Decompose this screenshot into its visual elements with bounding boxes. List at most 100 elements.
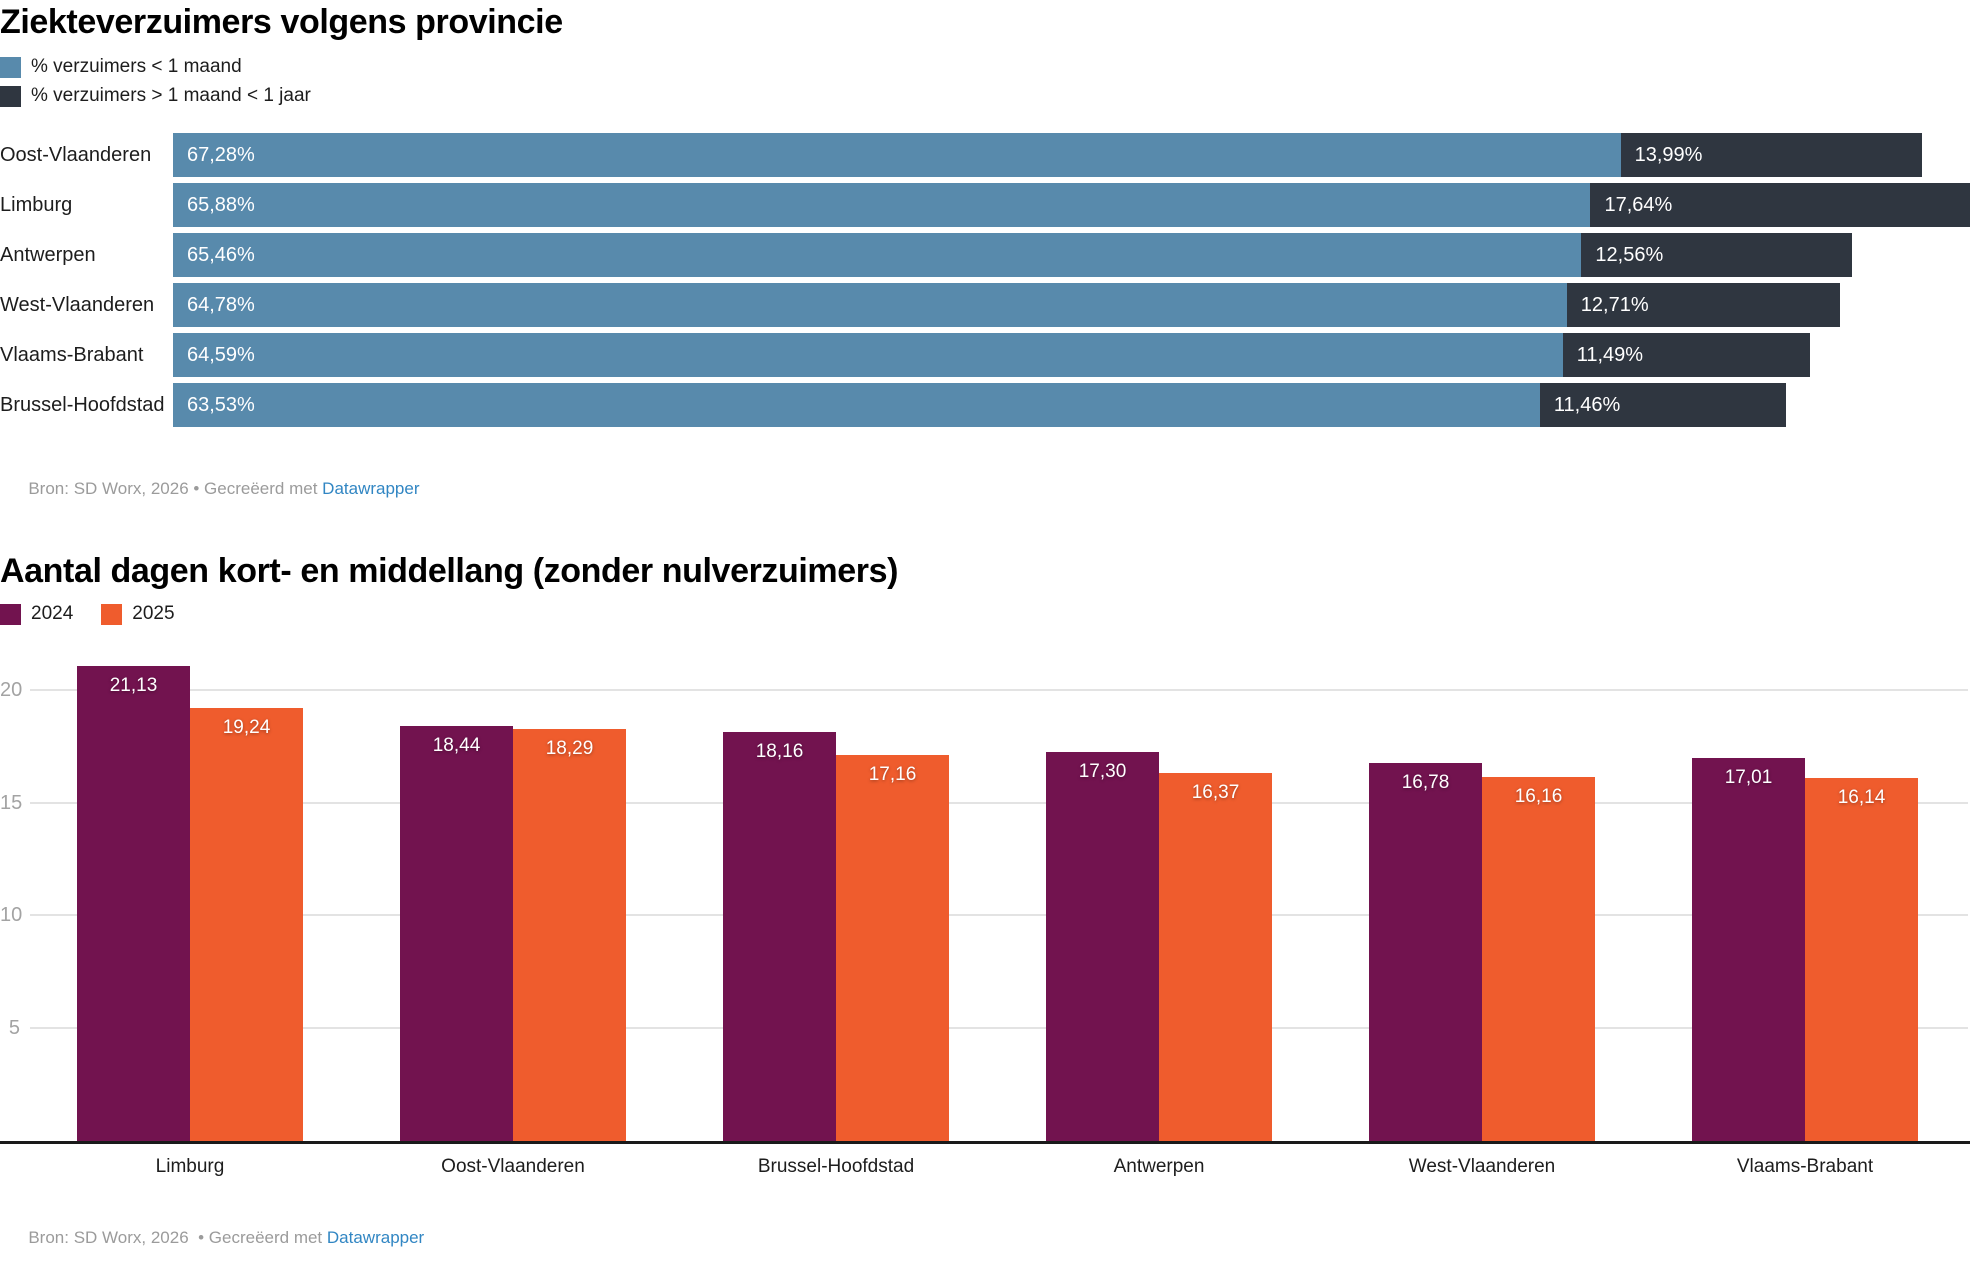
bar-2024: 18,44 bbox=[400, 726, 513, 1141]
value-label: 65,88% bbox=[187, 193, 255, 216]
bar-2025: 17,16 bbox=[836, 754, 949, 1141]
bar-segment-long-absence: 11,46% bbox=[1539, 383, 1787, 427]
chart1-plot: Oost-Vlaanderen 67,28% 13,99% Limburg 65,88%… bbox=[0, 133, 1970, 427]
legend-item-verzuimers-kort: % verzuimers < 1 maand bbox=[0, 56, 1970, 78]
bar-segment-long-absence: 17,64% bbox=[1590, 183, 1970, 227]
x-axis-label: West-Vlaanderen bbox=[1408, 1156, 1556, 1177]
y-tick-label: 20 bbox=[0, 679, 23, 701]
chart2-x-axis-labels: Limburg Oost-Vlaanderen Brussel-Hoofdstad A… bbox=[0, 1144, 1970, 1186]
x-axis-label: Brussel-Hoofdstad bbox=[757, 1156, 915, 1177]
bar-row: West-Vlaanderen 64,78% 12,71% bbox=[0, 283, 1970, 327]
bar-segment-long-absence: 11,49% bbox=[1562, 333, 1810, 377]
bar-2024: 21,13 bbox=[77, 665, 190, 1141]
legend-swatch-blue bbox=[0, 56, 21, 78]
category-label: Limburg bbox=[0, 193, 73, 216]
y-tick-label: 5 bbox=[8, 1016, 20, 1039]
bar-segment-long-absence: 12,56% bbox=[1581, 233, 1852, 277]
bar-segment-long-absence: 12,71% bbox=[1566, 283, 1841, 327]
value-label: 16,16 bbox=[1514, 786, 1563, 808]
chart1-title: Ziekteverzuimers volgens provincie bbox=[0, 3, 563, 41]
legend-swatch-purple bbox=[0, 603, 21, 625]
category-label: Oost-Vlaanderen bbox=[0, 143, 152, 166]
datawrapper-link[interactable]: Datawrapper bbox=[322, 479, 420, 498]
chart2-title: Aantal dagen kort- en middellang (zonder… bbox=[0, 552, 899, 590]
value-label: 63,53% bbox=[187, 393, 255, 416]
legend-item-2025: 2025 bbox=[101, 603, 175, 625]
bar-segment-short-absence: 67,28% bbox=[173, 133, 1621, 177]
gridline bbox=[30, 689, 1968, 691]
x-axis-label: Vlaams-Brabant bbox=[1736, 1156, 1874, 1177]
bar-2025: 16,16 bbox=[1482, 777, 1595, 1141]
bar-2024: 17,30 bbox=[1046, 751, 1159, 1141]
bar-segment-short-absence: 64,78% bbox=[173, 283, 1567, 327]
bar-segment-short-absence: 65,46% bbox=[173, 233, 1582, 277]
value-label: 18,16 bbox=[755, 741, 804, 763]
bar-row: Oost-Vlaanderen 67,28% 13,99% bbox=[0, 133, 1970, 177]
source-text: Bron: SD Worx, 2026 • Gecreëerd met bbox=[28, 479, 323, 498]
value-label: 17,64% bbox=[1604, 193, 1673, 216]
category-label: Antwerpen bbox=[0, 243, 96, 266]
category-label: Brussel-Hoofdstad bbox=[0, 393, 165, 416]
gridline bbox=[30, 1026, 1968, 1029]
value-label: 16,78 bbox=[1401, 772, 1450, 794]
bar-2025: 19,24 bbox=[190, 708, 303, 1141]
value-label: 11,49% bbox=[1576, 343, 1644, 366]
bar-2025: 18,29 bbox=[513, 729, 626, 1141]
bar-2024: 17,01 bbox=[1692, 758, 1805, 1141]
chart-aantal-dagen: Aantal dagen kort- en middellang (zonder… bbox=[0, 549, 1970, 1268]
chart-ziekteverzuimers: Ziekteverzuimers volgens provincie % ver… bbox=[0, 0, 1970, 519]
value-label: 12,56% bbox=[1595, 243, 1664, 266]
bar-segment-short-absence: 63,53% bbox=[173, 383, 1540, 427]
value-label: 17,16 bbox=[868, 763, 917, 785]
value-label: 17,30 bbox=[1078, 760, 1127, 782]
chart1-legend: % verzuimers < 1 maand % verzuimers > 1 … bbox=[0, 56, 1970, 107]
bar-2025: 16,37 bbox=[1159, 772, 1272, 1141]
value-label: 19,24 bbox=[222, 717, 271, 739]
category-label: West-Vlaanderen bbox=[0, 293, 155, 316]
legend-swatch-orange bbox=[101, 603, 123, 625]
bar-row: Antwerpen 65,46% 12,56% bbox=[0, 233, 1970, 277]
bar-2024: 16,78 bbox=[1369, 763, 1482, 1141]
x-axis-label: Oost-Vlaanderen bbox=[441, 1156, 585, 1177]
legend-item-2024: 2024 bbox=[0, 603, 73, 625]
gridline bbox=[30, 914, 1968, 916]
value-label: 12,71% bbox=[1580, 293, 1649, 316]
value-label: 18,44 bbox=[432, 735, 481, 757]
gridline bbox=[30, 801, 1968, 804]
x-axis-label: Limburg bbox=[155, 1156, 225, 1177]
category-label: Vlaams-Brabant bbox=[0, 343, 144, 366]
chart2-legend: 2024 2025 bbox=[0, 603, 1970, 625]
value-label: 17,01 bbox=[1724, 767, 1773, 789]
bar-row: Limburg 65,88% 17,64% bbox=[0, 183, 1970, 227]
source-text: Bron: SD Worx, 2026 • Gecreëerd met bbox=[28, 1228, 327, 1247]
legend-label: 2024 bbox=[31, 603, 74, 624]
legend-swatch-dark bbox=[0, 85, 21, 107]
y-tick-label: 10 bbox=[0, 904, 23, 926]
value-label: 13,99% bbox=[1634, 143, 1703, 166]
chart1-source: Bron: SD Worx, 2026 • Gecreëerd met Data… bbox=[0, 459, 1970, 519]
bar-segment-long-absence: 13,99% bbox=[1620, 133, 1922, 177]
bar-2025: 16,14 bbox=[1805, 777, 1918, 1141]
value-label: 65,46% bbox=[187, 243, 255, 266]
bar-segment-short-absence: 65,88% bbox=[173, 183, 1591, 227]
bar-row: Vlaams-Brabant 64,59% 11,49% bbox=[0, 333, 1970, 377]
value-label: 11,46% bbox=[1553, 393, 1621, 416]
datawrapper-link[interactable]: Datawrapper bbox=[326, 1228, 425, 1247]
bar-segment-short-absence: 64,59% bbox=[173, 333, 1563, 377]
legend-label: % verzuimers > 1 maand < 1 jaar bbox=[31, 85, 311, 106]
x-axis-label: Antwerpen bbox=[1113, 1156, 1205, 1177]
value-label: 64,59% bbox=[187, 343, 255, 366]
bar-2024: 18,16 bbox=[723, 732, 836, 1141]
y-tick-label: 15 bbox=[0, 791, 23, 814]
value-label: 16,14 bbox=[1837, 786, 1886, 808]
legend-label: % verzuimers < 1 maand bbox=[31, 56, 242, 77]
chart2-plot: 5 10 15 20 21,13 19,24 18,44 18,29 18,16 17,16 17,… bbox=[0, 653, 1970, 1144]
legend-label: 2025 bbox=[132, 603, 175, 624]
value-label: 21,13 bbox=[109, 674, 158, 696]
legend-item-verzuimers-lang: % verzuimers > 1 maand < 1 jaar bbox=[0, 85, 1970, 107]
bar-row: Brussel-Hoofdstad 63,53% 11,46% bbox=[0, 383, 1970, 427]
value-label: 18,29 bbox=[545, 738, 594, 760]
value-label: 16,37 bbox=[1191, 781, 1240, 803]
value-label: 67,28% bbox=[187, 143, 255, 166]
